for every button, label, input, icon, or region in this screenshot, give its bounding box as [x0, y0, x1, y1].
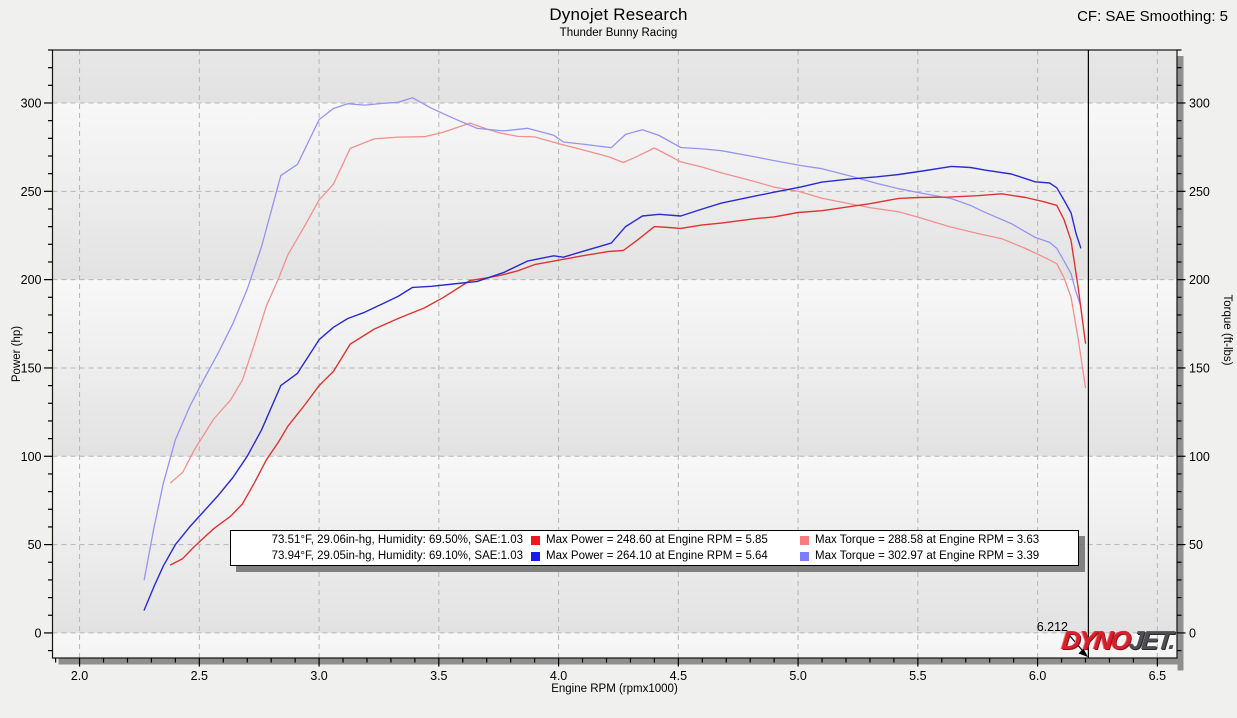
correction-factor-label: CF: SAE Smoothing: 5 — [1077, 8, 1228, 25]
run2-power-swatch-icon — [531, 551, 540, 561]
page-subtitle: Thunder Bunny Racing — [559, 27, 678, 39]
background-band — [52, 50, 1177, 103]
power-tick-label: 0 — [35, 626, 42, 640]
frame-shadow-right — [1177, 56, 1184, 671]
power-tick-label: 200 — [21, 273, 42, 287]
run2-max-torque-text: Max Torque = 302.97 at Engine RPM = 3.39 — [815, 550, 1040, 562]
torque-tick-label: 150 — [1189, 361, 1210, 375]
right-axis-title-area: Torque (ft-lbs) — [1219, 0, 1235, 718]
dynojet-logo-dyno: DYNO — [1060, 625, 1131, 655]
x-tick-label: 3.0 — [310, 669, 327, 683]
run1-torque-swatch-icon — [800, 535, 809, 545]
curve-run-1-power-hp- — [169, 193, 1087, 566]
x-tick-label: 2.0 — [71, 669, 88, 683]
torque-tick-label: 300 — [1189, 96, 1210, 110]
run1-max-power-text: Max Power = 248.60 at Engine RPM = 5.85 — [546, 534, 768, 546]
run2-max-power-text: Max Power = 264.10 at Engine RPM = 5.64 — [546, 550, 768, 562]
left-axis-title-area: Power (hp) — [3, 0, 23, 718]
curve-run-1-torque-ft-lbs- — [169, 122, 1087, 484]
torque-tick-label: 200 — [1189, 273, 1210, 287]
x-tick-label: 6.0 — [1029, 669, 1046, 683]
frame-shadow-bottom — [58, 658, 1184, 665]
torque-tick-label: 100 — [1189, 450, 1210, 464]
x-tick-label: 3.5 — [430, 669, 447, 683]
run1-max-torque-text: Max Torque = 288.58 at Engine RPM = 3.63 — [815, 534, 1040, 546]
x-tick-label: 6.5 — [1149, 669, 1166, 683]
page-title: Dynojet Research — [549, 5, 688, 24]
run2-environment-text: 73.94°F, 29.05in-hg, Humidity: 69.10%, S… — [271, 550, 523, 562]
x-tick-label: 2.5 — [191, 669, 208, 683]
x-tick-label: 5.0 — [789, 669, 806, 683]
power-axis-label: Power (hp) — [11, 325, 23, 383]
rpm-axis-label: Engine RPM (rpmx1000) — [551, 683, 678, 695]
power-tick-label: 300 — [21, 96, 42, 110]
cursor-rpm-value: 6.212 — [1036, 620, 1068, 634]
power-tick-label: 150 — [21, 361, 42, 375]
run1-power-swatch-icon — [531, 535, 540, 545]
torque-tick-label: 0 — [1189, 626, 1196, 640]
background-band — [52, 632, 1177, 658]
legend-box[interactable]: 73.51°F, 29.06in-hg, Humidity: 69.50%, S… — [230, 530, 1079, 566]
torque-tick-label: 50 — [1189, 538, 1203, 552]
curve-run-2-torque-ft-lbs- — [143, 97, 1082, 581]
plot-frame — [51, 49, 1178, 659]
legend-row-run2: 73.94°F, 29.05in-hg, Humidity: 69.10%, S… — [231, 548, 1078, 564]
x-tick-label: 4.0 — [550, 669, 567, 683]
power-tick-label: 250 — [21, 185, 42, 199]
power-tick-label: 50 — [28, 538, 42, 552]
curve-run-2-power-hp- — [143, 165, 1082, 611]
cursor-arrowhead — [1078, 648, 1088, 657]
dynojet-logo-jet: JET — [1127, 625, 1171, 655]
run1-environment-text: 73.51°F, 29.06in-hg, Humidity: 69.50%, S… — [271, 534, 523, 546]
power-tick-label: 100 — [21, 450, 42, 464]
torque-axis-label: Torque (ft-lbs) — [1221, 294, 1233, 366]
legend-row-run1: 73.51°F, 29.06in-hg, Humidity: 69.50%, S… — [231, 532, 1078, 548]
run2-torque-swatch-icon — [800, 551, 809, 561]
dynojet-logo: DYNOJET. — [1060, 625, 1175, 655]
x-tick-label: 4.5 — [670, 669, 687, 683]
torque-tick-label: 250 — [1189, 185, 1210, 199]
x-tick-label: 5.5 — [909, 669, 926, 683]
